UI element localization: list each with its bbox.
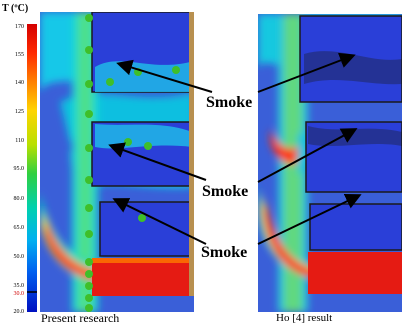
scale-tick: 95.0 xyxy=(13,166,25,172)
scale-tick: 50.0 xyxy=(13,254,25,260)
scale-tick: 170 xyxy=(15,24,24,30)
present-research-contour xyxy=(40,12,194,312)
scale-tick: 35.0 xyxy=(13,283,25,289)
scale-tick: 140 xyxy=(15,80,24,86)
smoke-label-middle: Smoke xyxy=(202,183,249,200)
scale-tick: 125 xyxy=(15,109,24,115)
caption-ho-result: Ho [4] result xyxy=(276,312,333,324)
scale-tick: 110 xyxy=(15,138,24,144)
scale-tick-highlight: 30.0 xyxy=(13,291,25,297)
scale-tick: 65.0 xyxy=(13,225,25,231)
caption-present-research: Present research xyxy=(41,311,120,325)
scale-tick: 80.0 xyxy=(13,196,25,202)
scale-tick: 20.0 xyxy=(13,309,25,315)
scale-tick: 155 xyxy=(15,52,24,58)
smoke-label-top: Smoke xyxy=(206,94,253,111)
temperature-unit-label: T (ºC) xyxy=(2,3,29,14)
smoke-label-bottom: Smoke xyxy=(201,244,248,261)
